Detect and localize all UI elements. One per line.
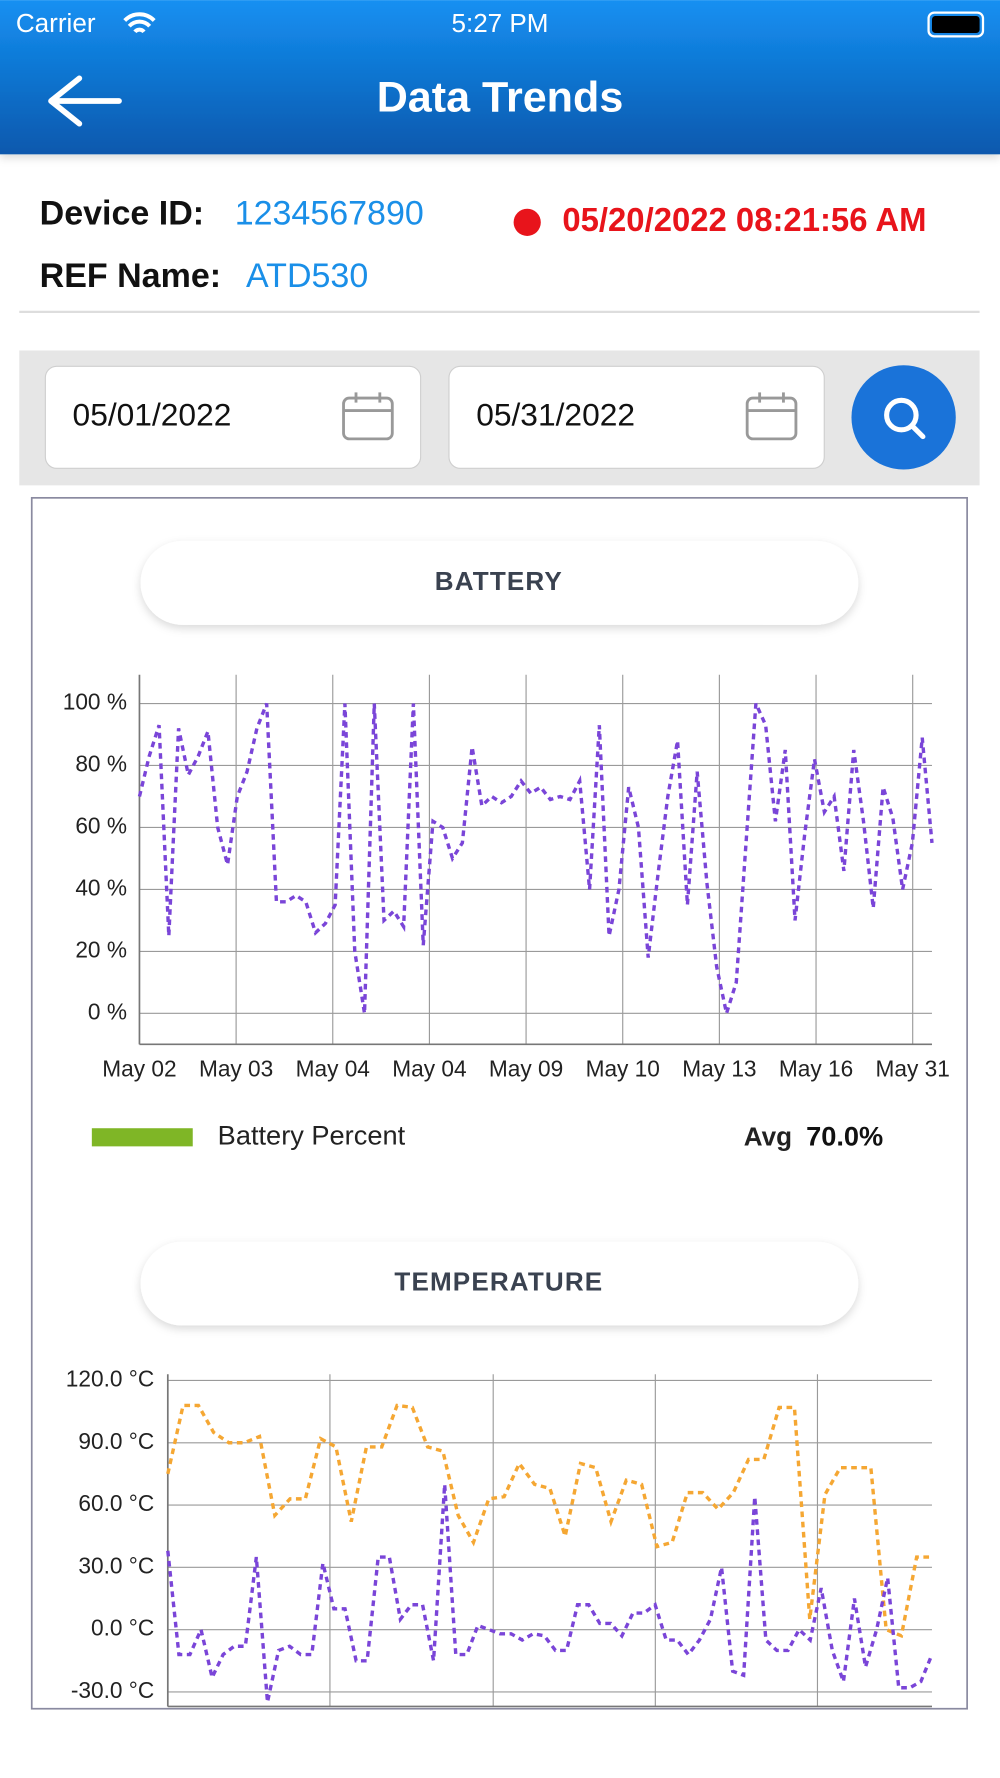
battery-fill <box>931 15 980 33</box>
chart-title: TEMPERATURE <box>394 1266 603 1296</box>
search-icon <box>884 397 926 440</box>
status-dot <box>513 208 541 236</box>
x-tick-label: May 10 <box>586 1055 660 1081</box>
y-tick-label: 80 % <box>75 750 127 776</box>
calendar-icon <box>745 392 798 441</box>
y-tick-label: -30.0 °C <box>71 1677 154 1703</box>
chart-title: BATTERY <box>435 566 563 596</box>
x-tick-label: May 03 <box>199 1055 273 1081</box>
carrier: Carrier <box>16 8 96 38</box>
ref-name-label: REF Name: <box>40 257 221 295</box>
start-date: 05/01/2022 <box>73 397 232 433</box>
y-tick-label: 20 % <box>75 936 127 962</box>
y-tick-label: 100 % <box>63 689 127 715</box>
nav-bar <box>0 0 1000 155</box>
y-tick-label: 0 % <box>88 998 127 1024</box>
y-tick-label: 60.0 °C <box>78 1490 154 1516</box>
end-date: 05/31/2022 <box>476 397 635 433</box>
avg-value: 70.0% <box>806 1121 883 1152</box>
y-tick-label: 90.0 °C <box>78 1428 154 1454</box>
x-tick-label: May 04 <box>392 1055 466 1081</box>
timestamp: 05/20/2022 08:21:56 AM <box>562 201 926 238</box>
legend-label: Battery Percent <box>218 1119 406 1150</box>
end-date-field[interactable] <box>448 365 825 469</box>
chart-title-pill <box>140 540 859 625</box>
x-tick-label: May 31 <box>876 1055 950 1081</box>
y-tick-label: 40 % <box>75 874 127 900</box>
device-id-label: Device ID: <box>40 195 204 233</box>
start-date-field[interactable] <box>44 365 422 469</box>
clock: 5:27 PM <box>451 8 548 38</box>
x-tick-label: May 09 <box>489 1055 563 1081</box>
x-tick-label: May 16 <box>779 1055 853 1081</box>
search-button[interactable] <box>851 365 956 470</box>
battery-icon <box>927 11 985 38</box>
y-tick-label: 0.0 °C <box>91 1615 154 1641</box>
wifi-icon <box>123 12 156 34</box>
calendar-icon <box>342 392 394 441</box>
y-tick-label: 60 % <box>75 812 127 838</box>
back-button[interactable] <box>48 75 122 127</box>
chart-card <box>30 496 968 1710</box>
ref-name: ATD530 <box>246 257 368 295</box>
data-line <box>137 702 934 1021</box>
x-tick-label: May 04 <box>296 1055 370 1081</box>
y-tick-label: 120.0 °C <box>66 1365 154 1391</box>
data-line <box>166 1484 934 1703</box>
avg-label: Avg <box>744 1121 792 1151</box>
device-id: 1234567890 <box>235 195 424 233</box>
x-tick-label: May 02 <box>102 1055 176 1081</box>
legend-swatch <box>91 1128 193 1147</box>
chart-title-pill <box>140 1241 859 1326</box>
y-tick-label: 30.0 °C <box>78 1552 154 1578</box>
x-tick-label: May 13 <box>682 1055 756 1081</box>
page-title: Data Trends <box>377 73 624 121</box>
